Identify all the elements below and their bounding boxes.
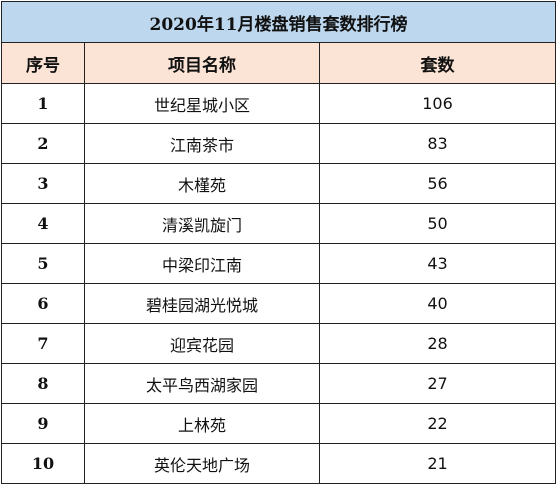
rank-cell: 10: [1, 443, 85, 484]
units-cell: 106: [319, 83, 556, 124]
table-row: 3 木槿苑 56: [1, 163, 556, 204]
project-name-cell: 世纪星城小区: [84, 83, 320, 124]
rank-cell: 4: [1, 203, 85, 244]
units-cell: 43: [319, 243, 556, 284]
table-title: 2020年11月楼盘销售套数排行榜: [1, 1, 556, 43]
header-row: 序号 项目名称 套数: [1, 42, 556, 84]
project-name-cell: 太平鸟西湖家园: [84, 363, 320, 404]
table-row: 1 世纪星城小区 106: [1, 83, 556, 124]
table-row: 6 碧桂园湖光悦城 40: [1, 283, 556, 324]
header-project-name: 项目名称: [84, 42, 320, 84]
rank-cell: 2: [1, 123, 85, 164]
table-row: 10 英伦天地广场 21: [1, 443, 556, 484]
rank-cell: 9: [1, 403, 85, 444]
sales-ranking-table: 2020年11月楼盘销售套数排行榜 序号 项目名称 套数 1 世纪星城小区 10…: [1, 1, 556, 484]
table-row: 4 清溪凯旋门 50: [1, 203, 556, 244]
header-rank: 序号: [1, 42, 85, 84]
units-cell: 83: [319, 123, 556, 164]
table-row: 2 江南茶市 83: [1, 123, 556, 164]
table-row: 8 太平鸟西湖家园 27: [1, 363, 556, 404]
units-cell: 22: [319, 403, 556, 444]
rank-cell: 7: [1, 323, 85, 364]
project-name-cell: 清溪凯旋门: [84, 203, 320, 244]
project-name-cell: 江南茶市: [84, 123, 320, 164]
units-cell: 56: [319, 163, 556, 204]
units-cell: 28: [319, 323, 556, 364]
rank-cell: 8: [1, 363, 85, 404]
units-cell: 40: [319, 283, 556, 324]
rank-cell: 6: [1, 283, 85, 324]
units-cell: 50: [319, 203, 556, 244]
title-row: 2020年11月楼盘销售套数排行榜: [1, 1, 556, 43]
header-units: 套数: [319, 42, 556, 84]
project-name-cell: 中梁印江南: [84, 243, 320, 284]
project-name-cell: 迎宾花园: [84, 323, 320, 364]
units-cell: 27: [319, 363, 556, 404]
rank-cell: 1: [1, 83, 85, 124]
table-row: 7 迎宾花园 28: [1, 323, 556, 364]
table-row: 5 中梁印江南 43: [1, 243, 556, 284]
project-name-cell: 木槿苑: [84, 163, 320, 204]
project-name-cell: 碧桂园湖光悦城: [84, 283, 320, 324]
rank-cell: 5: [1, 243, 85, 284]
project-name-cell: 英伦天地广场: [84, 443, 320, 484]
units-cell: 21: [319, 443, 556, 484]
table-row: 9 上林苑 22: [1, 403, 556, 444]
rank-cell: 3: [1, 163, 85, 204]
project-name-cell: 上林苑: [84, 403, 320, 444]
